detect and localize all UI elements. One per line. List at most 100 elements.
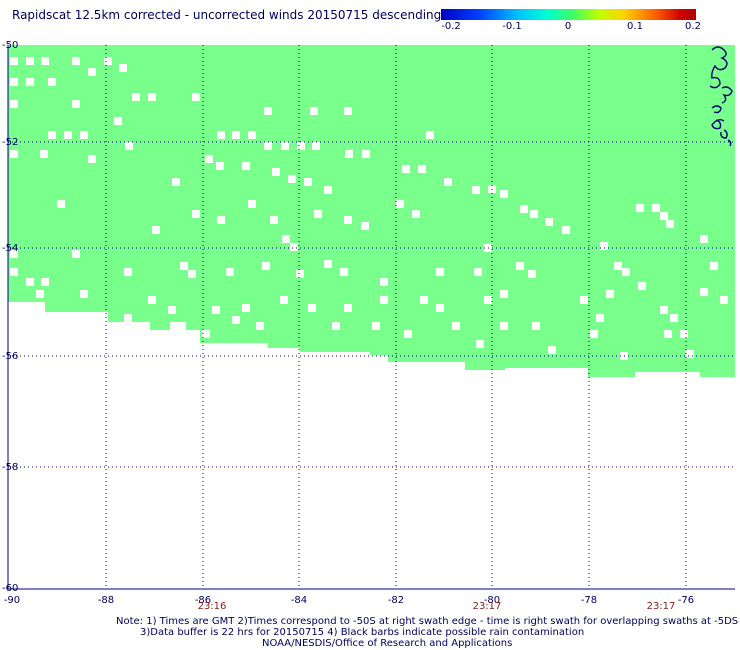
gap-cell xyxy=(304,178,312,186)
gap-cell xyxy=(436,268,444,276)
gap-cell xyxy=(124,314,132,322)
map-frame xyxy=(7,45,735,590)
gap-cell xyxy=(666,220,674,228)
latitude-label: -54 xyxy=(2,243,18,254)
longitude-label: -90 xyxy=(4,595,20,606)
gap-cell xyxy=(614,262,622,270)
gap-cell xyxy=(148,296,156,304)
gap-cell xyxy=(664,330,672,338)
gap-cell xyxy=(404,330,412,338)
gap-cell xyxy=(242,162,250,170)
gap-cell xyxy=(444,178,452,186)
gap-cell xyxy=(452,322,460,330)
gap-cell xyxy=(180,262,188,270)
gap-cell xyxy=(168,306,176,314)
gap-cell xyxy=(590,330,598,338)
longitude-label: -86 xyxy=(195,595,211,606)
gap-cell xyxy=(528,270,536,278)
longitude-label: -78 xyxy=(581,595,597,606)
latitude-label: -50 xyxy=(2,40,18,51)
colorbar-tick-label: 0.2 xyxy=(685,21,701,32)
gap-cell xyxy=(344,304,352,312)
gap-cell xyxy=(64,131,72,139)
gap-cell xyxy=(212,306,220,314)
gap-cell xyxy=(308,304,316,312)
gap-cell xyxy=(10,268,18,276)
colorbar-tick-label: 0 xyxy=(564,21,572,32)
gap-cell xyxy=(264,142,272,150)
gap-cell xyxy=(80,290,88,298)
longitude-axis-labels: -90 -88 -86 -84 -82 -80 -78 -76 xyxy=(4,595,694,606)
gap-cell xyxy=(562,226,570,234)
gap-cell xyxy=(638,282,646,290)
gap-cell xyxy=(580,296,588,304)
gap-cell xyxy=(332,322,340,330)
gap-cell xyxy=(500,322,508,330)
gap-cell xyxy=(140,322,148,330)
gap-cell xyxy=(418,165,426,173)
gap-cell xyxy=(700,235,708,243)
gap-cell xyxy=(344,107,352,115)
gap-cell xyxy=(380,278,388,286)
gap-cell xyxy=(436,304,444,312)
gap-cell xyxy=(474,268,482,276)
gap-cell xyxy=(476,340,484,348)
gap-cell xyxy=(545,218,553,226)
gap-cell xyxy=(242,304,250,312)
gap-cell xyxy=(324,186,332,194)
gap-cell xyxy=(232,316,240,324)
pass-time-label: 23:17 xyxy=(647,601,676,612)
gap-cell xyxy=(700,288,708,296)
note-line-3: NOAA/NESDIS/Office of Research and Appli… xyxy=(262,638,513,649)
gap-cell xyxy=(40,150,48,158)
gap-cell xyxy=(720,296,728,304)
colorbar-tick-label: -0.2 xyxy=(441,21,461,32)
longitude-label: -82 xyxy=(388,595,404,606)
gap-cell xyxy=(372,322,380,330)
gap-cell xyxy=(281,142,289,150)
swath-fill xyxy=(8,45,735,377)
gap-cell xyxy=(10,78,18,86)
gap-cell xyxy=(256,322,264,330)
gap-cell xyxy=(26,78,34,86)
note-line-2: 3)Data buffer is 22 hrs for 20150715 4) … xyxy=(140,627,585,638)
gap-cell xyxy=(362,150,370,158)
gap-cell xyxy=(132,93,140,101)
gap-cell xyxy=(148,93,156,101)
pass-time-label: 23:17 xyxy=(473,601,502,612)
gap-cell xyxy=(264,107,272,115)
longitude-label: -84 xyxy=(291,595,307,606)
gap-cell xyxy=(288,175,296,183)
gap-cell xyxy=(48,78,56,86)
gap-cell xyxy=(280,296,288,304)
gap-cell xyxy=(516,262,524,270)
color-scale-bar xyxy=(441,9,696,20)
gap-cell xyxy=(340,268,348,276)
gap-cell xyxy=(48,131,56,139)
gap-cell xyxy=(396,200,404,208)
gap-cell xyxy=(36,290,44,298)
gap-cell xyxy=(472,186,480,194)
gap-cell xyxy=(41,57,49,65)
gap-cell xyxy=(532,322,540,330)
gap-cell xyxy=(361,222,369,230)
coastline-outline xyxy=(709,46,733,147)
gap-cell xyxy=(192,93,200,101)
latitude-label: -56 xyxy=(2,351,18,362)
gap-cell xyxy=(606,290,614,298)
gap-cell xyxy=(290,243,298,251)
gap-cell xyxy=(119,64,127,72)
gap-cell xyxy=(520,205,528,213)
gap-cell xyxy=(484,296,492,304)
gap-cell xyxy=(600,242,608,250)
gap-cell xyxy=(72,100,80,108)
gap-cell xyxy=(192,210,200,218)
gap-cell xyxy=(178,322,186,330)
longitude-label: -80 xyxy=(484,595,500,606)
gap-cell xyxy=(248,200,256,208)
gap-cell xyxy=(548,346,556,354)
gap-cell xyxy=(670,314,678,322)
gap-cell xyxy=(170,322,178,330)
gap-cell xyxy=(622,268,630,276)
